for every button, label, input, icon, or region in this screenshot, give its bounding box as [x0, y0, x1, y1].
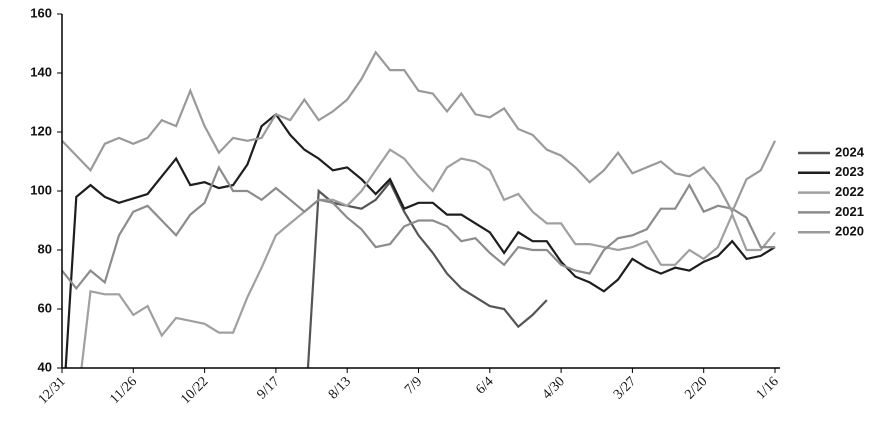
y-tick-label: 140	[30, 64, 52, 79]
y-tick-label: 60	[38, 300, 52, 315]
y-tick-label: 80	[38, 241, 52, 256]
series-line	[62, 50, 776, 215]
x-tick-label: 6/4	[473, 374, 496, 397]
y-tick-label: 160	[30, 5, 52, 20]
x-tick-label: 2/20	[682, 374, 710, 402]
x-tick-label: 9/17	[255, 374, 283, 402]
y-tick-label: 120	[30, 123, 52, 138]
legend-label: 2020	[835, 224, 864, 239]
x-tick-label: 10/22	[178, 374, 211, 407]
x-tick-label: 7/9	[402, 374, 425, 397]
x-tick-label: 4/30	[540, 374, 568, 402]
x-tick-label: 8/13	[326, 374, 354, 402]
legend-label: 2021	[835, 204, 864, 219]
series-line	[62, 164, 775, 291]
legend-label: 2023	[835, 164, 864, 179]
legend-label: 2022	[835, 184, 864, 199]
x-tick-label: 12/31	[36, 374, 69, 407]
x-tick-label: 3/27	[611, 374, 639, 402]
y-tick-label: 40	[38, 359, 52, 374]
plot-area	[62, 50, 776, 368]
legend-label: 2024	[835, 144, 865, 159]
series-line	[64, 112, 776, 368]
series-line	[80, 148, 776, 368]
y-tick-label: 100	[30, 182, 52, 197]
x-tick-label: 11/26	[107, 374, 140, 407]
x-tick-label: 1/16	[754, 374, 782, 402]
